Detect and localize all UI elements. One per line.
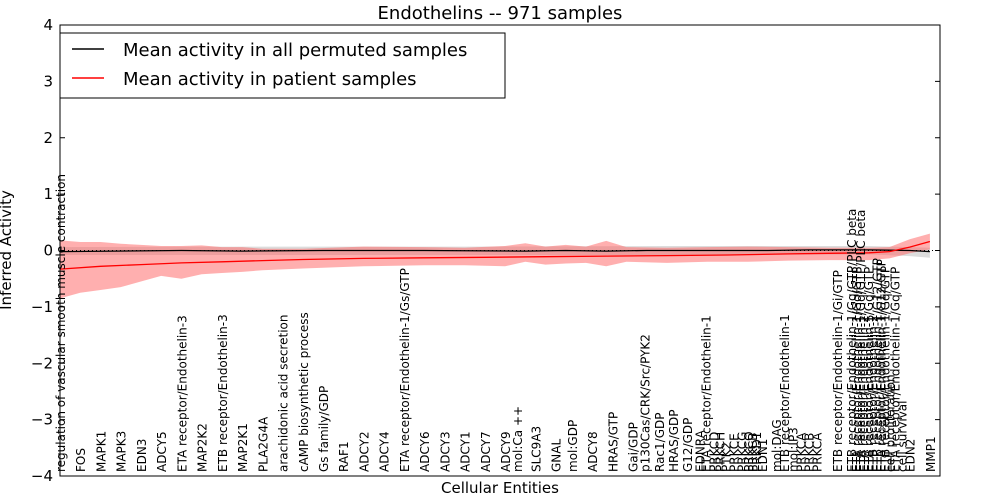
x-axis-label: Cellular Entities <box>441 479 559 497</box>
series-line-patient <box>59 240 931 270</box>
entity-label: PRKCB <box>803 433 817 472</box>
entity-label: EDNRA <box>693 429 707 472</box>
entity-label: ADCY5 <box>155 431 169 472</box>
entity-label: ADCY6 <box>418 431 432 472</box>
entity-label: ETA receptor/Endothelin-1/Gq/GTP <box>889 267 903 472</box>
y-tick-label: −3 <box>31 411 53 429</box>
entity-label: EDN1 <box>756 439 770 472</box>
y-tick-label: −1 <box>31 298 53 316</box>
y-tick-label: −2 <box>31 354 53 372</box>
y-axis-label: Inferred Activity <box>0 190 15 310</box>
entity-label: Rac1/GDP <box>653 413 667 472</box>
entity-label: ETA receptor/Endothelin-1 <box>699 315 713 472</box>
entity-label: mol:Ca ++ <box>511 406 525 472</box>
y-axis-ticks: −4 −3 −2 −1 0 1 2 3 4 <box>31 16 940 485</box>
entity-label: PRKD1 <box>750 432 764 472</box>
entity-label: ETB receptor/Endothelin-2 <box>866 314 880 472</box>
entity-label: arachidonic acid secretion <box>277 315 291 472</box>
entity-label: HRAS/GDP <box>667 409 681 472</box>
entity-label: PRKCH <box>714 432 728 472</box>
entity-label: mol:IP3 <box>786 427 800 472</box>
entity-label: ADCY1 <box>459 431 473 472</box>
entity-label: Gai/GDP <box>627 422 641 472</box>
entity-label: RAF1 <box>337 441 351 472</box>
entity-label: p130Cas/CRK/Src/PYK2 <box>639 334 653 472</box>
entity-label: cell proliferation <box>883 374 897 472</box>
entity-label: regulation of vascular smooth muscle con… <box>54 174 68 472</box>
chart-title: Endothelins -- 971 samples <box>378 3 623 24</box>
entity-label: ETA receptor/Endothelin-3 <box>175 315 189 472</box>
y-tick-label: −4 <box>31 467 53 485</box>
entity-label: MAP2K2 <box>196 423 210 472</box>
entity-label: FOS <box>74 448 88 472</box>
entity-label: ETB receptor/Endothelin-1/Gq/GTP <box>878 266 892 472</box>
entity-label: G12/GDP <box>681 418 695 472</box>
entity-label: SLC9A3 <box>529 426 543 472</box>
entity-label: mol:DAG <box>770 419 784 472</box>
series-line-permuted <box>59 249 930 253</box>
entity-label: EDN3 <box>135 439 149 472</box>
entity-label: mol:GDP <box>566 420 580 472</box>
entity-label: ETA receptor/Endothelin-1/Gq/GTP/PLC bet… <box>854 210 868 472</box>
entity-label: ETA receptor/Endothelin-1/Gs/GTP <box>398 268 412 472</box>
entity-label: PRKCE <box>728 433 742 472</box>
entity-label: PRKCA <box>811 432 825 472</box>
entity-label: ETB receptor/Endothelin-1/Gq/GTP/PLC bet… <box>845 209 859 472</box>
entity-label: ADCY9 <box>499 431 513 472</box>
entity-label: Gs family/GDP <box>317 386 331 472</box>
entity-label: ETA receptor/Endothelin-1/G12/GTP <box>874 259 888 472</box>
legend-label-permuted: Mean activity in all permuted samples <box>123 40 467 61</box>
entity-label: PLA2G4A <box>256 416 270 472</box>
legend-box <box>59 32 506 99</box>
entity-label: EDN2 <box>904 439 918 472</box>
entity-label: ADCY7 <box>479 431 493 472</box>
entity-label: MAPK1 <box>95 431 109 472</box>
entity-label: cAMP biosynthetic process <box>297 312 311 472</box>
entity-label: ADCY3 <box>438 431 452 472</box>
series-lines <box>59 240 931 270</box>
entity-label: GNAL <box>550 439 564 472</box>
y-tick-label: 0 <box>43 242 53 260</box>
entity-label: MAPK3 <box>115 431 129 472</box>
entity-label: ETA receptor/Endothelin-2 <box>857 315 871 472</box>
entity-label: PRKCD <box>707 432 721 472</box>
entity-label: PRKCQ <box>742 431 756 472</box>
entity-label: PTK2 <box>720 442 734 472</box>
entity-label: ADCY8 <box>586 431 600 472</box>
entity-label: ETB receptor/Endothelin-3 <box>216 314 230 472</box>
entity-label: ETA receptor/Endothelin-1/Gq/GTP <box>850 267 864 472</box>
entity-label: ETB receptor/Endothelin-1 <box>778 314 792 472</box>
entity-label: HRAS/GTP <box>606 412 620 472</box>
entity-label: MMP1 <box>924 436 938 472</box>
legend-label-patient: Mean activity in patient samples <box>123 69 417 90</box>
entity-label: MAP2K1 <box>236 423 250 472</box>
y-tick-label: 1 <box>43 185 53 203</box>
confidence-band-patient <box>60 233 930 299</box>
entity-labels: regulation of vascular smooth muscle con… <box>54 174 938 472</box>
entity-label: ETB receptor/Endothelin-1/G12/GTP <box>870 258 884 472</box>
y-tick-label: 3 <box>43 72 53 90</box>
entity-label: ETA receptor/Endothelin-1/Gq/GTP <box>862 267 876 472</box>
entity-label: ADCY2 <box>357 431 371 472</box>
entity-label: PRKCB <box>746 433 760 472</box>
y-tick-label: 4 <box>43 16 53 34</box>
plot-area: regulation of vascular smooth muscle con… <box>31 16 941 485</box>
y-tick-label: 2 <box>43 129 53 147</box>
entity-label: ADCY4 <box>378 431 392 472</box>
entity-label: ETB receptor/Endothelin-1/Gi/GTP <box>831 270 845 472</box>
entity-label: PRKCA <box>794 432 808 472</box>
entity-label: cell survival <box>896 401 910 472</box>
entity-label: PRKCG <box>736 432 750 472</box>
legend: Mean activity in all permuted samples Me… <box>59 32 506 99</box>
